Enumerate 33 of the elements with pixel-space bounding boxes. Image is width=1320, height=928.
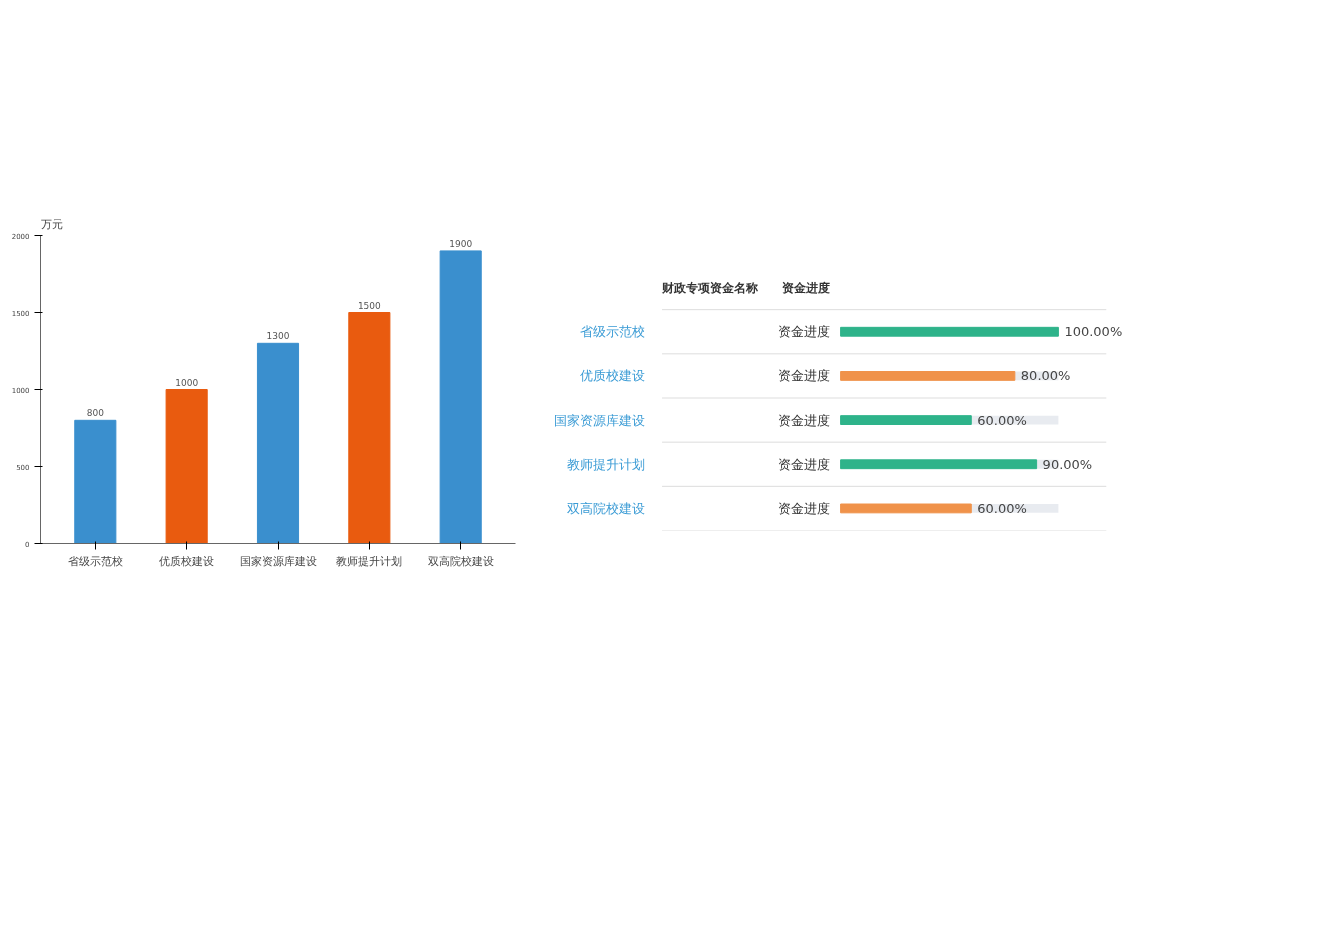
text: 资金进度 xyxy=(781,280,830,295)
text: 资金进度 xyxy=(777,456,830,472)
x-tick-label: 省级示范校 xyxy=(67,554,123,568)
bar xyxy=(439,250,482,544)
bar xyxy=(74,419,117,544)
bar xyxy=(256,342,300,544)
data-label: 90.00% xyxy=(1042,456,1093,472)
bar xyxy=(348,312,391,544)
data-label: 1300 xyxy=(266,331,290,342)
data-label: 60.00% xyxy=(977,500,1027,516)
text: 资金进度 xyxy=(777,412,830,428)
x-tick-label: 教师提升计划 xyxy=(336,554,403,568)
y-tick-label: 教师提升计划 xyxy=(566,456,645,472)
y-axis-title: 万元 xyxy=(40,217,63,231)
bar xyxy=(165,389,208,544)
text: 财政专项资金名称 xyxy=(661,280,760,295)
data-label: 1000 xyxy=(175,377,199,388)
text: 资金进度 xyxy=(777,324,830,340)
data-label: 1500 xyxy=(357,300,382,311)
y-tick-label: 优质校建设 xyxy=(579,368,645,384)
x-tick-label: 双高院校建设 xyxy=(427,554,494,568)
y-tick-label: 省级示范校 xyxy=(579,324,645,340)
x-tick-label: 国家资源库建设 xyxy=(239,554,317,568)
data-label: 800 xyxy=(86,408,105,419)
data-label: 60.00% xyxy=(977,412,1027,428)
data-label: 1900 xyxy=(449,238,473,249)
y-tick-label: 双高院校建设 xyxy=(566,500,645,516)
data-label: 80.00% xyxy=(1020,368,1071,384)
text: 资金进度 xyxy=(777,500,830,516)
text: 资金进度 xyxy=(777,368,830,384)
x-tick-label: 优质校建设 xyxy=(159,554,215,568)
data-label: 100.00% xyxy=(1064,324,1123,340)
y-tick-label: 国家资源库建设 xyxy=(553,412,645,428)
